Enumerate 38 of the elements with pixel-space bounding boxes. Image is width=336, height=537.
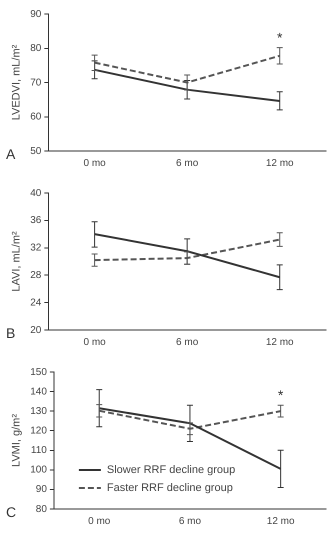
x-tick-label: 12 mo — [266, 158, 294, 169]
y-tick-label: 90 — [30, 8, 42, 20]
x-tick-label: 6 mo — [176, 158, 199, 169]
y-tick-label: 40 — [30, 188, 42, 199]
y-tick-label: 32 — [30, 242, 42, 254]
legend-label: Slower RRF decline group — [106, 464, 236, 476]
y-tick-label: 24 — [30, 297, 42, 308]
y-tick-label: 80 — [36, 504, 48, 515]
y-axis-title: LVMI, g/m² — [10, 414, 23, 467]
y-tick-label: 150 — [30, 366, 48, 378]
y-tick-label: 110 — [30, 445, 48, 456]
x-tick-label: 0 mo — [88, 516, 111, 527]
y-tick-label: 120 — [30, 425, 48, 436]
y-tick-label: 100 — [30, 464, 48, 476]
annotation: * — [276, 29, 283, 46]
y-tick-label: 130 — [30, 406, 48, 417]
legend-label: Faster RRF decline group — [106, 482, 233, 494]
y-axis-title: LAVI, mL/m² — [10, 231, 23, 292]
y-tick-label: 140 — [30, 386, 48, 398]
y-tick-label: 28 — [30, 270, 42, 281]
annotation: * — [278, 387, 284, 404]
y-tick-label: 36 — [30, 215, 42, 226]
y-tick-label: 50 — [30, 146, 42, 157]
x-tick-label: 0 mo — [83, 336, 106, 348]
x-tick-label: 12 mo — [266, 336, 294, 348]
text: C — [6, 504, 16, 520]
y-tick-label: 70 — [30, 77, 42, 88]
text: A — [6, 146, 16, 162]
y-tick-label: 90 — [36, 484, 48, 496]
text: B — [6, 324, 16, 341]
y-tick-label: 60 — [30, 112, 42, 122]
x-tick-label: 0 mo — [83, 158, 106, 169]
y-tick-label: 20 — [30, 324, 42, 336]
x-tick-label: 6 mo — [176, 336, 199, 348]
y-tick-label: 80 — [30, 43, 42, 54]
x-tick-label: 12 mo — [266, 516, 295, 527]
x-tick-label: 6 mo — [178, 516, 202, 527]
y-axis-title: LVEDVI, mL/m² — [10, 44, 23, 120]
